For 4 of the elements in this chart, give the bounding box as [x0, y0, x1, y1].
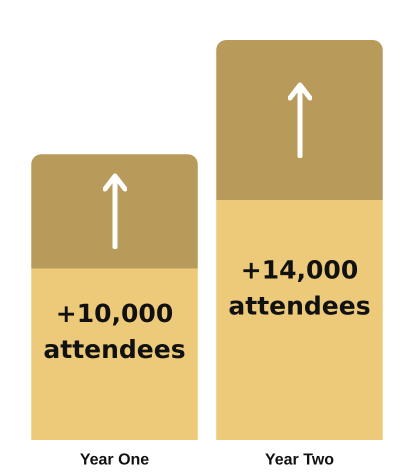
data-label: +14,000 attendees: [228, 256, 371, 320]
x-tick-label: Year One: [80, 452, 150, 468]
data-label: +10,000 attendees: [43, 298, 186, 364]
x-tick-label: Year Two: [264, 452, 334, 468]
